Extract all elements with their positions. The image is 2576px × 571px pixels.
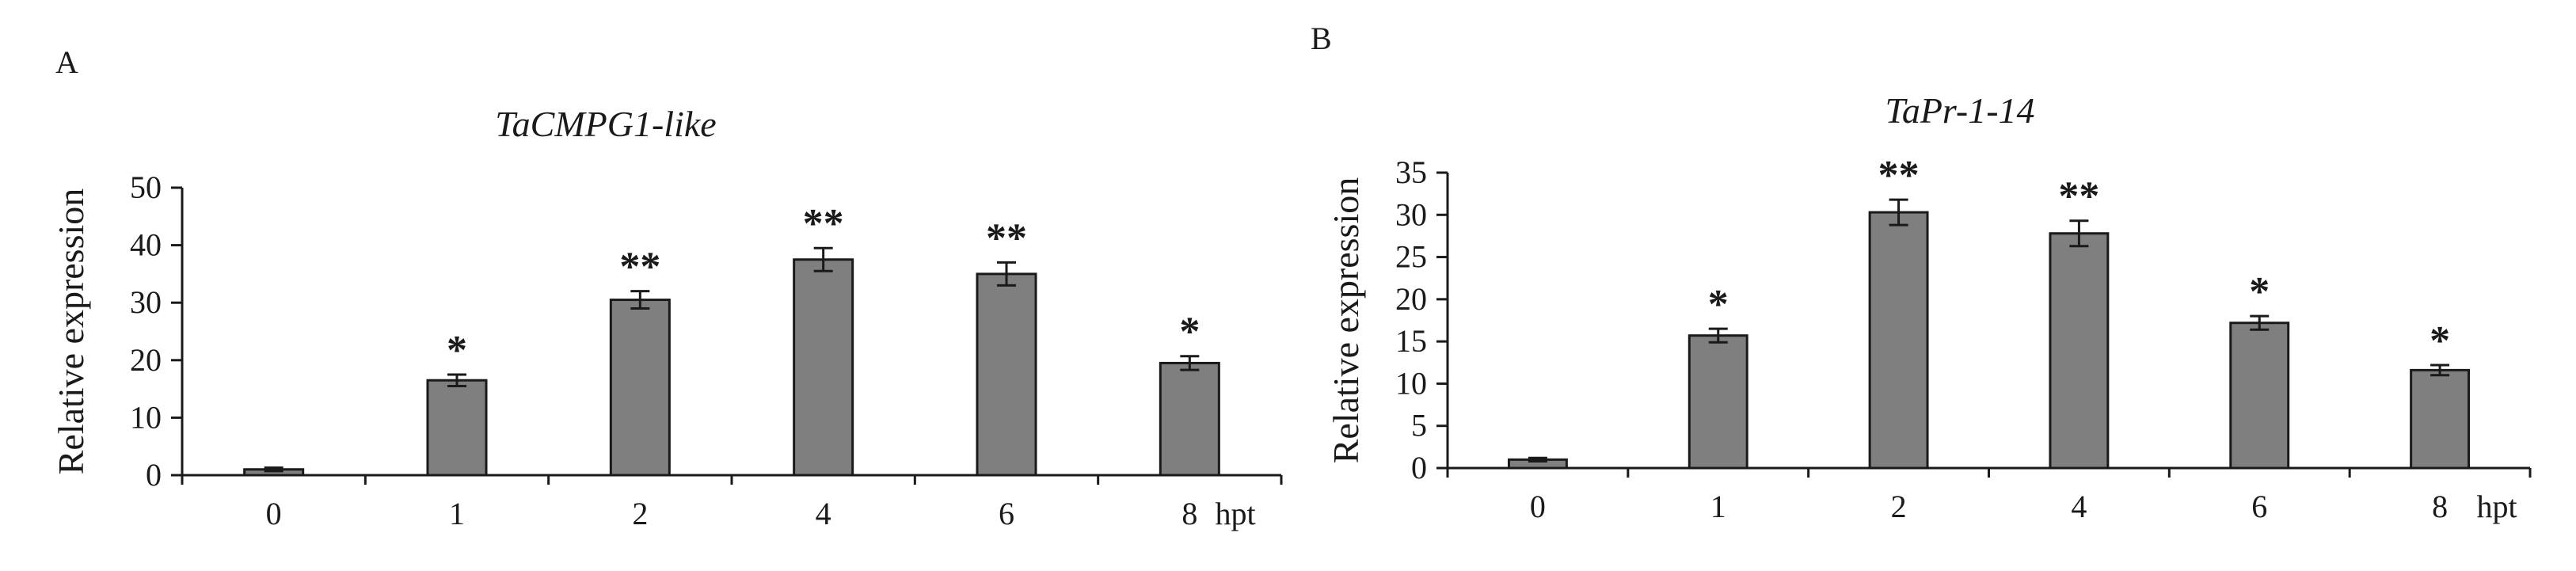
y-tick-label: 0 <box>1411 450 1427 485</box>
significance-label: * <box>2249 269 2270 314</box>
y-tick-label: 30 <box>1395 196 1427 232</box>
y-axis-title: Relative expression <box>51 188 91 475</box>
x-tick-label: 1 <box>1710 489 1726 524</box>
x-axis-unit-label: hpt <box>2476 489 2517 524</box>
significance-label: * <box>1179 310 1200 355</box>
y-tick-label: 5 <box>1411 408 1427 443</box>
y-tick-label: 50 <box>130 169 162 205</box>
panel-label: A <box>55 44 78 80</box>
y-tick-label: 35 <box>1395 154 1427 190</box>
bar <box>793 258 854 477</box>
x-tick-label: 1 <box>449 496 465 531</box>
x-tick-label: 6 <box>999 496 1014 531</box>
y-tick-label: 10 <box>1395 365 1427 401</box>
panel-label: B <box>1311 21 1332 56</box>
x-tick-label: 2 <box>1891 489 1907 524</box>
bar <box>1868 211 1929 470</box>
significance-label: * <box>447 328 467 373</box>
significance-label: * <box>1708 282 1729 327</box>
x-axis-unit-label: hpt <box>1215 496 1255 531</box>
y-tick-label: 30 <box>130 284 162 320</box>
significance-label: * <box>2430 318 2450 364</box>
x-tick-label: 4 <box>2071 489 2087 524</box>
significance-label: ** <box>986 215 1027 261</box>
y-tick-label: 20 <box>130 342 162 378</box>
x-tick-label: 8 <box>2432 489 2448 524</box>
y-tick-label: 20 <box>1395 281 1427 317</box>
y-axis-title: Relative expression <box>1326 177 1366 464</box>
x-tick-label: 2 <box>632 496 648 531</box>
y-tick-label: 10 <box>130 399 162 435</box>
significance-label: ** <box>803 201 844 246</box>
bar <box>2229 322 2290 470</box>
x-tick-label: 6 <box>2251 489 2267 524</box>
x-tick-label: 0 <box>266 496 282 531</box>
bar <box>976 272 1037 477</box>
y-tick-label: 40 <box>130 227 162 263</box>
bar <box>1159 361 1220 477</box>
y-tick-label: 25 <box>1395 239 1427 275</box>
significance-label: ** <box>1878 153 1920 198</box>
bar <box>426 379 488 477</box>
chart-title: TaCMPG1-like <box>495 104 716 144</box>
x-tick-label: 0 <box>1530 489 1546 524</box>
bar <box>609 299 671 477</box>
bar <box>2410 368 2471 470</box>
bar <box>1688 334 1748 470</box>
bar <box>2049 232 2110 470</box>
significance-label: ** <box>619 245 660 290</box>
y-tick-label: 15 <box>1395 323 1427 359</box>
y-tick-label: 0 <box>146 457 162 493</box>
x-tick-label: 4 <box>816 496 831 531</box>
x-tick-label: 8 <box>1181 496 1197 531</box>
significance-label: ** <box>2058 174 2099 219</box>
chart-title: TaPr-1-14 <box>1885 90 2034 131</box>
